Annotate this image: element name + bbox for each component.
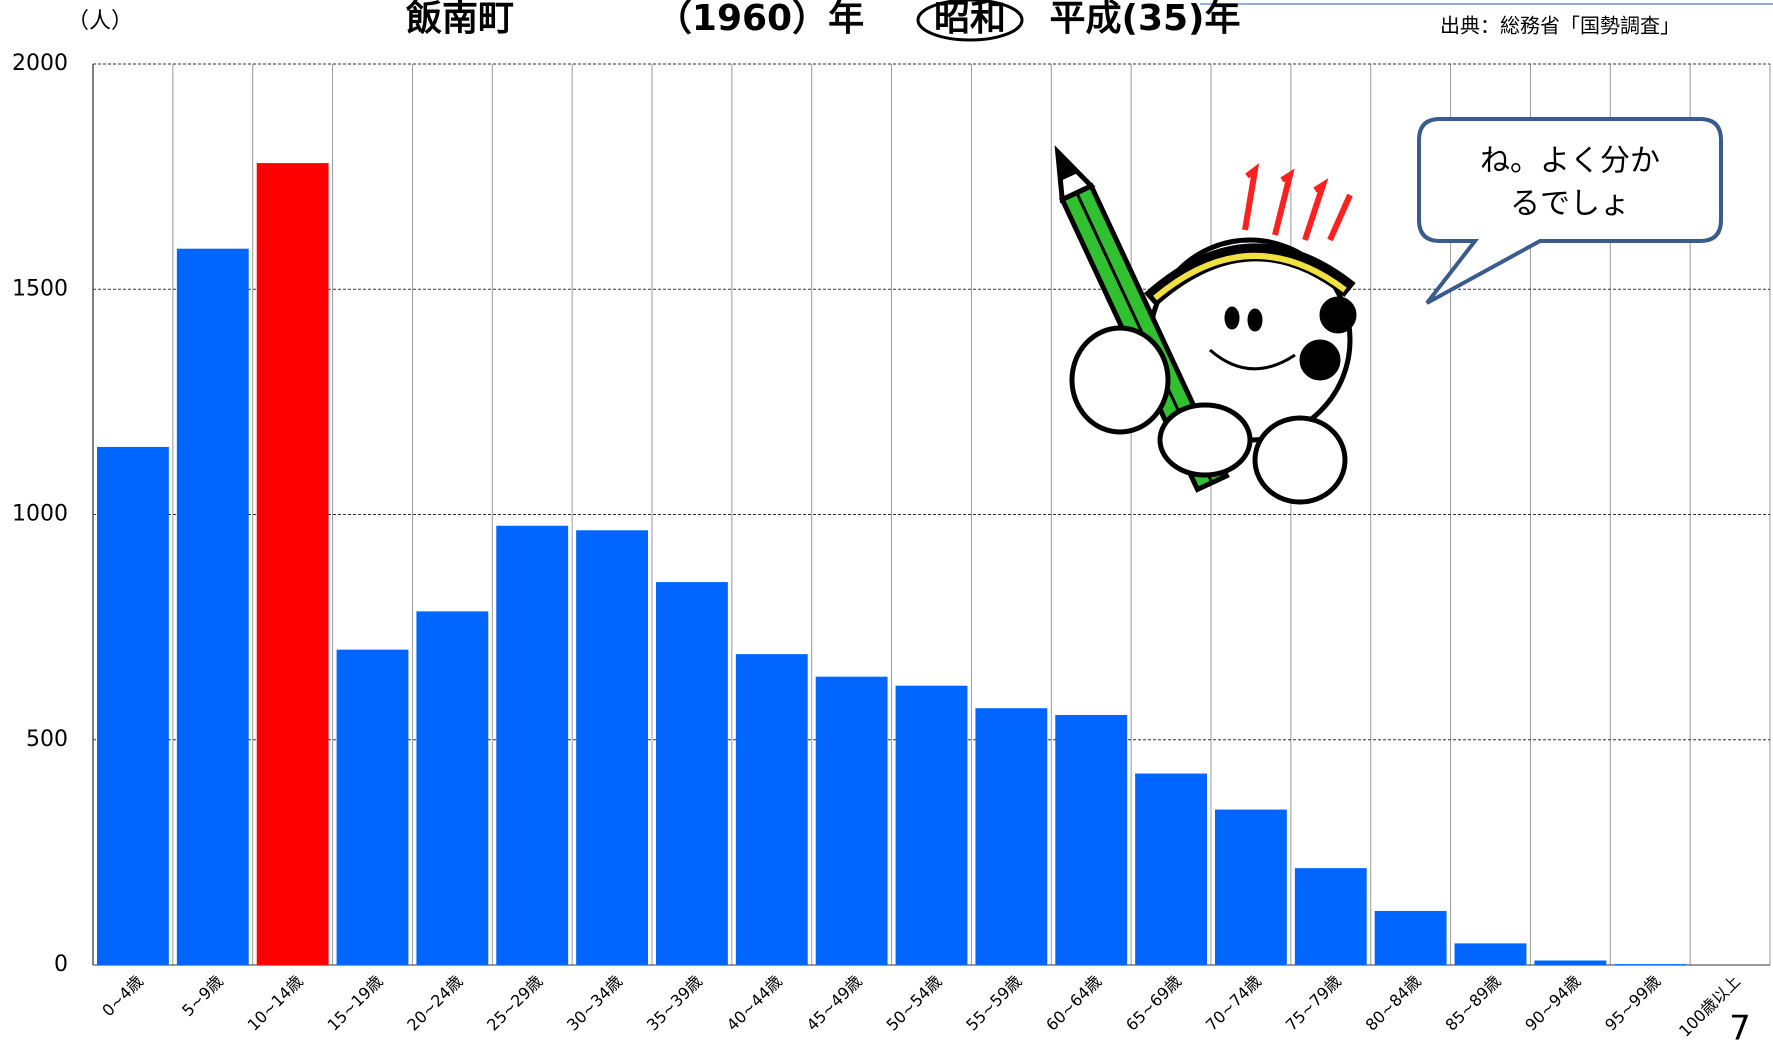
bar: [1374, 910, 1447, 965]
bar: [97, 446, 169, 965]
page-number: 7: [1729, 1009, 1751, 1049]
unit-label: （人）: [67, 9, 133, 34]
title-town: 飯南町: [406, 0, 514, 39]
x-tick-label: 75~79歳: [1282, 972, 1345, 1035]
y-tick-label: 1500: [12, 276, 68, 301]
bar: [1055, 714, 1128, 965]
title-circle: [916, 0, 1024, 42]
x-tick-label: 80~84歳: [1362, 972, 1425, 1035]
title-era: 昭和: [934, 0, 1006, 39]
bar: [576, 530, 648, 965]
title-heisei: 平成(35)年: [1049, 0, 1240, 39]
x-tick-label: 0~4歳: [98, 972, 147, 1021]
y-tick-label: 1000: [12, 502, 68, 527]
x-tick-label: 85~89歳: [1441, 972, 1504, 1035]
bar: [1215, 809, 1287, 965]
x-tick-label: 55~59歳: [962, 972, 1025, 1035]
x-tick-label: 20~24歳: [403, 972, 466, 1035]
callout-line: るでしょ: [1510, 187, 1630, 222]
x-tick-label: 30~34歳: [563, 972, 626, 1035]
bar: [735, 654, 808, 965]
bar: [1614, 964, 1687, 965]
bar: [256, 163, 329, 966]
mascot: [1054, 145, 1357, 505]
bar: [1534, 960, 1607, 965]
y-tick-label: 500: [26, 727, 68, 752]
x-tick-label: 45~49歳: [803, 972, 866, 1035]
callout-line: ね。よく分か: [1480, 144, 1660, 179]
x-tick-label: 40~44歳: [723, 972, 786, 1035]
x-tick-label: 95~99歳: [1601, 972, 1664, 1035]
title-year: （1960）年: [656, 0, 864, 39]
bar: [416, 611, 489, 965]
x-tick-label: 65~69歳: [1122, 972, 1185, 1035]
x-tick-label: 70~74歳: [1202, 972, 1265, 1035]
bar: [895, 685, 968, 965]
x-tick-label: 15~19歳: [323, 972, 386, 1035]
x-tick-label: 60~64歳: [1042, 972, 1105, 1035]
bar: [176, 248, 249, 965]
bar: [656, 582, 728, 965]
bar: [1294, 868, 1367, 965]
y-tick-label: 0: [54, 952, 68, 977]
x-tick-label: 90~94歳: [1521, 972, 1584, 1035]
callout-bubble: [1417, 117, 1723, 305]
bar: [815, 676, 888, 965]
source: 出典：総務省「国勢調査」: [1440, 14, 1680, 38]
bar: [336, 649, 409, 965]
x-tick-label: 25~29歳: [483, 972, 546, 1035]
bar: [496, 525, 569, 965]
bar: [975, 708, 1048, 965]
x-tick-label: 5~9歳: [178, 972, 227, 1021]
x-tick-label: 10~14歳: [244, 972, 307, 1035]
x-tick-label: 50~54歳: [882, 972, 945, 1035]
x-tick-label: 35~39歳: [643, 972, 706, 1035]
bar: [1135, 773, 1207, 965]
y-tick-label: 2000: [12, 51, 68, 76]
bar: [1454, 943, 1527, 965]
